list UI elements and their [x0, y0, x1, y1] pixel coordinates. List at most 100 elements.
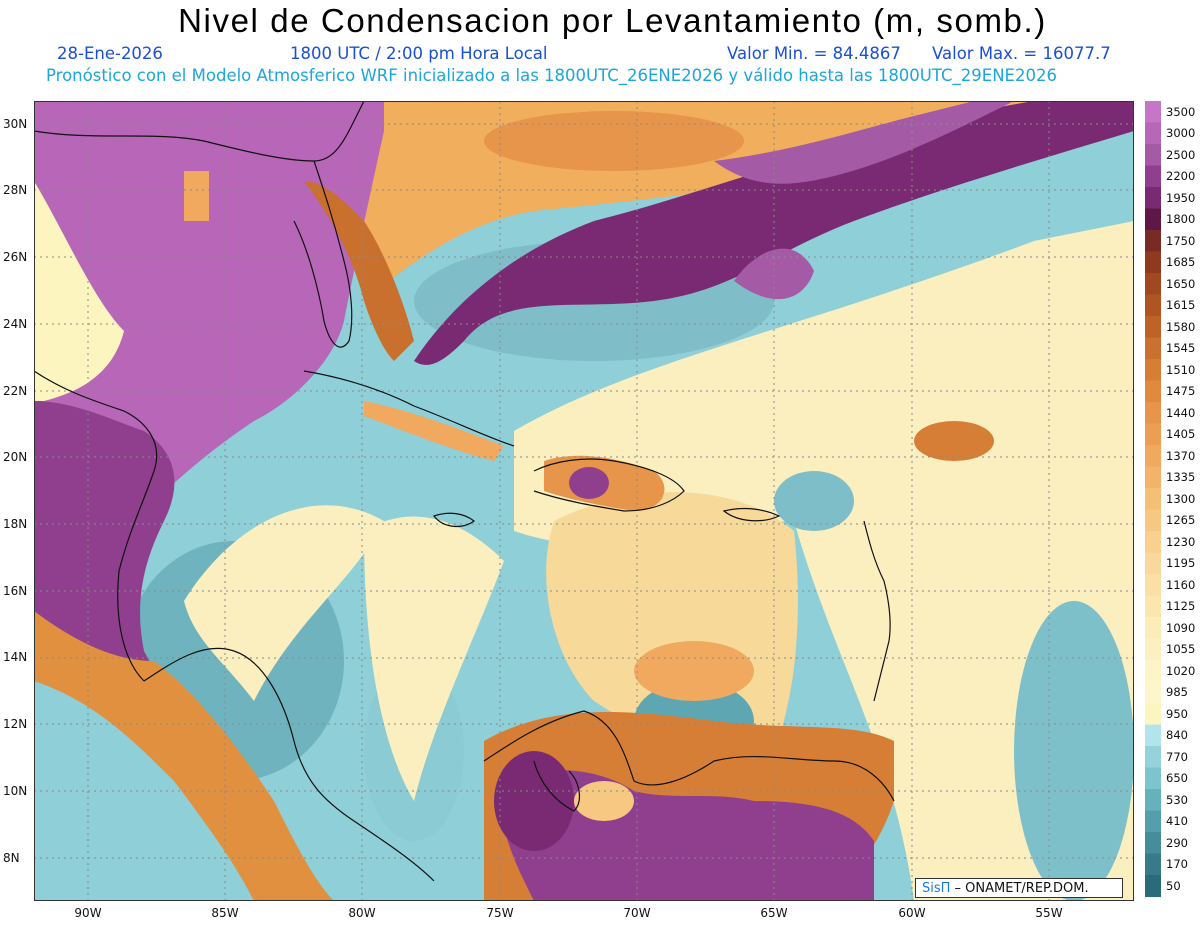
- colorbar-swatch: [1145, 230, 1161, 253]
- teal-patch-5: [1014, 601, 1134, 901]
- lat-label-10n: 10N: [3, 784, 28, 798]
- colorbar-swatch: [1145, 746, 1161, 769]
- colorbar-swatch: [1145, 789, 1161, 812]
- colorbar-label: 1615: [1166, 298, 1196, 313]
- colorbar-label: 1195: [1166, 556, 1196, 571]
- colorbar-label: 1230: [1166, 534, 1196, 549]
- purple-maracaibo: [494, 751, 574, 851]
- colorbar-label: 1160: [1166, 577, 1196, 592]
- orange-blob-central: [634, 641, 754, 701]
- colorbar-swatch: [1145, 767, 1161, 790]
- colorbar-swatch: [1145, 380, 1161, 403]
- colorbar-swatch: [1145, 445, 1161, 468]
- colorbar-swatch: [1145, 810, 1161, 833]
- colorbar-label: 840: [1166, 728, 1188, 743]
- colorbar-swatch: [1145, 703, 1161, 726]
- lcl-map: [34, 101, 1134, 901]
- lon-label-80w: 80W: [348, 906, 376, 920]
- colorbar-swatch: [1145, 853, 1161, 876]
- min-value: Valor Min. = 84.4867: [727, 44, 901, 63]
- colorbar-swatch: [1145, 531, 1161, 554]
- colorbar-swatch: [1145, 144, 1161, 167]
- colorbar-label: 985: [1166, 685, 1188, 700]
- gridlines: [34, 101, 1134, 901]
- colorbar-swatch: [1145, 423, 1161, 446]
- colorbar-swatch: [1145, 101, 1161, 124]
- colorbar-swatch: [1145, 724, 1161, 747]
- lon-label-75w: 75W: [486, 906, 514, 920]
- forecast-description: Pronóstico con el Modelo Atmosferico WRF…: [46, 66, 1057, 85]
- orange-fleck: [184, 171, 209, 221]
- colorbar-label: 1335: [1166, 470, 1196, 485]
- colorbar-swatch: [1145, 660, 1161, 683]
- colorbar-label: 410: [1166, 814, 1188, 829]
- lat-label-18n: 18N: [3, 517, 28, 531]
- colorbar-swatch: [1145, 122, 1161, 145]
- colorbar-label: 3500: [1166, 104, 1196, 119]
- colorbar-label: 650: [1166, 771, 1188, 786]
- yellow-zone-east: [514, 221, 1134, 901]
- lat-label-8n: 8N: [3, 851, 20, 865]
- colorbar-swatch: [1145, 552, 1161, 575]
- lat-label-14n: 14N: [3, 650, 28, 664]
- colorbar-label: 1055: [1166, 642, 1196, 657]
- colorbar-label: 1650: [1166, 276, 1196, 291]
- map-title: Nivel de Condensacion por Levantamiento …: [178, 2, 1047, 39]
- valid-date: 28-Ene-2026: [57, 44, 163, 63]
- lat-label-28n: 28N: [3, 183, 28, 197]
- orange-pacific-coast: [34, 611, 334, 901]
- colorbar-label: 1545: [1166, 341, 1196, 356]
- purple-gulf-west: [34, 181, 124, 401]
- colorbar: [1145, 101, 1161, 898]
- colorbar-label: 1580: [1166, 319, 1196, 334]
- colorbar-label: 1370: [1166, 448, 1196, 463]
- colorbar-label: 1685: [1166, 255, 1196, 270]
- colorbar-label: 290: [1166, 835, 1188, 850]
- lon-label-55w: 55W: [1035, 906, 1063, 920]
- lat-label-24n: 24N: [3, 317, 28, 331]
- colorbar-label: 50: [1166, 878, 1181, 893]
- colorbar-swatch: [1145, 294, 1161, 317]
- yellow-lake: [574, 781, 634, 821]
- colorbar-label: 1750: [1166, 233, 1196, 248]
- colorbar-label: 1510: [1166, 362, 1196, 377]
- lon-label-60w: 60W: [898, 906, 926, 920]
- lat-label-20n: 20N: [3, 450, 28, 464]
- colorbar-swatch: [1145, 681, 1161, 704]
- colorbar-swatch: [1145, 466, 1161, 489]
- colorbar-label: 1265: [1166, 513, 1196, 528]
- orange-florida: [304, 181, 414, 361]
- lat-label-22n: 22N: [3, 384, 28, 398]
- orange-blob-east: [914, 421, 994, 461]
- colorbar-label: 3000: [1166, 126, 1196, 141]
- purple-lobe: [734, 248, 814, 300]
- purple-band: [414, 101, 1134, 365]
- orange-cuba: [364, 401, 504, 461]
- colorbar-label: 1020: [1166, 663, 1196, 678]
- colorbar-swatch: [1145, 638, 1161, 661]
- colorbar-label: 950: [1166, 706, 1188, 721]
- colorbar-label: 1090: [1166, 620, 1196, 635]
- colorbar-swatch: [1145, 509, 1161, 532]
- credit-text: – ONAMET/REP.DOM.: [950, 881, 1089, 896]
- colorbar-swatch: [1145, 316, 1161, 339]
- colorbar-label: 2200: [1166, 169, 1196, 184]
- lon-label-90w: 90W: [74, 906, 102, 920]
- colorbar-label: 1475: [1166, 384, 1196, 399]
- colorbar-swatch: [1145, 574, 1161, 597]
- lat-label-16n: 16N: [3, 584, 28, 598]
- coastlines: [34, 101, 895, 882]
- max-value: Valor Max. = 16077.7: [932, 44, 1111, 63]
- colorbar-swatch: [1145, 187, 1161, 210]
- purple-band-light: [714, 101, 1014, 184]
- teal-patch-4: [774, 471, 854, 531]
- valid-time: 1800 UTC / 2:00 pm Hora Local: [290, 44, 548, 63]
- colorbar-swatch: [1145, 488, 1161, 511]
- lon-label-70w: 70W: [623, 906, 651, 920]
- lat-label-26n: 26N: [3, 250, 28, 264]
- lon-label-85w: 85W: [211, 906, 239, 920]
- colorbar-swatch: [1145, 402, 1161, 425]
- purple-yucatan: [34, 401, 175, 691]
- yellow-band-west: [184, 505, 384, 701]
- lat-label-12n: 12N: [3, 717, 28, 731]
